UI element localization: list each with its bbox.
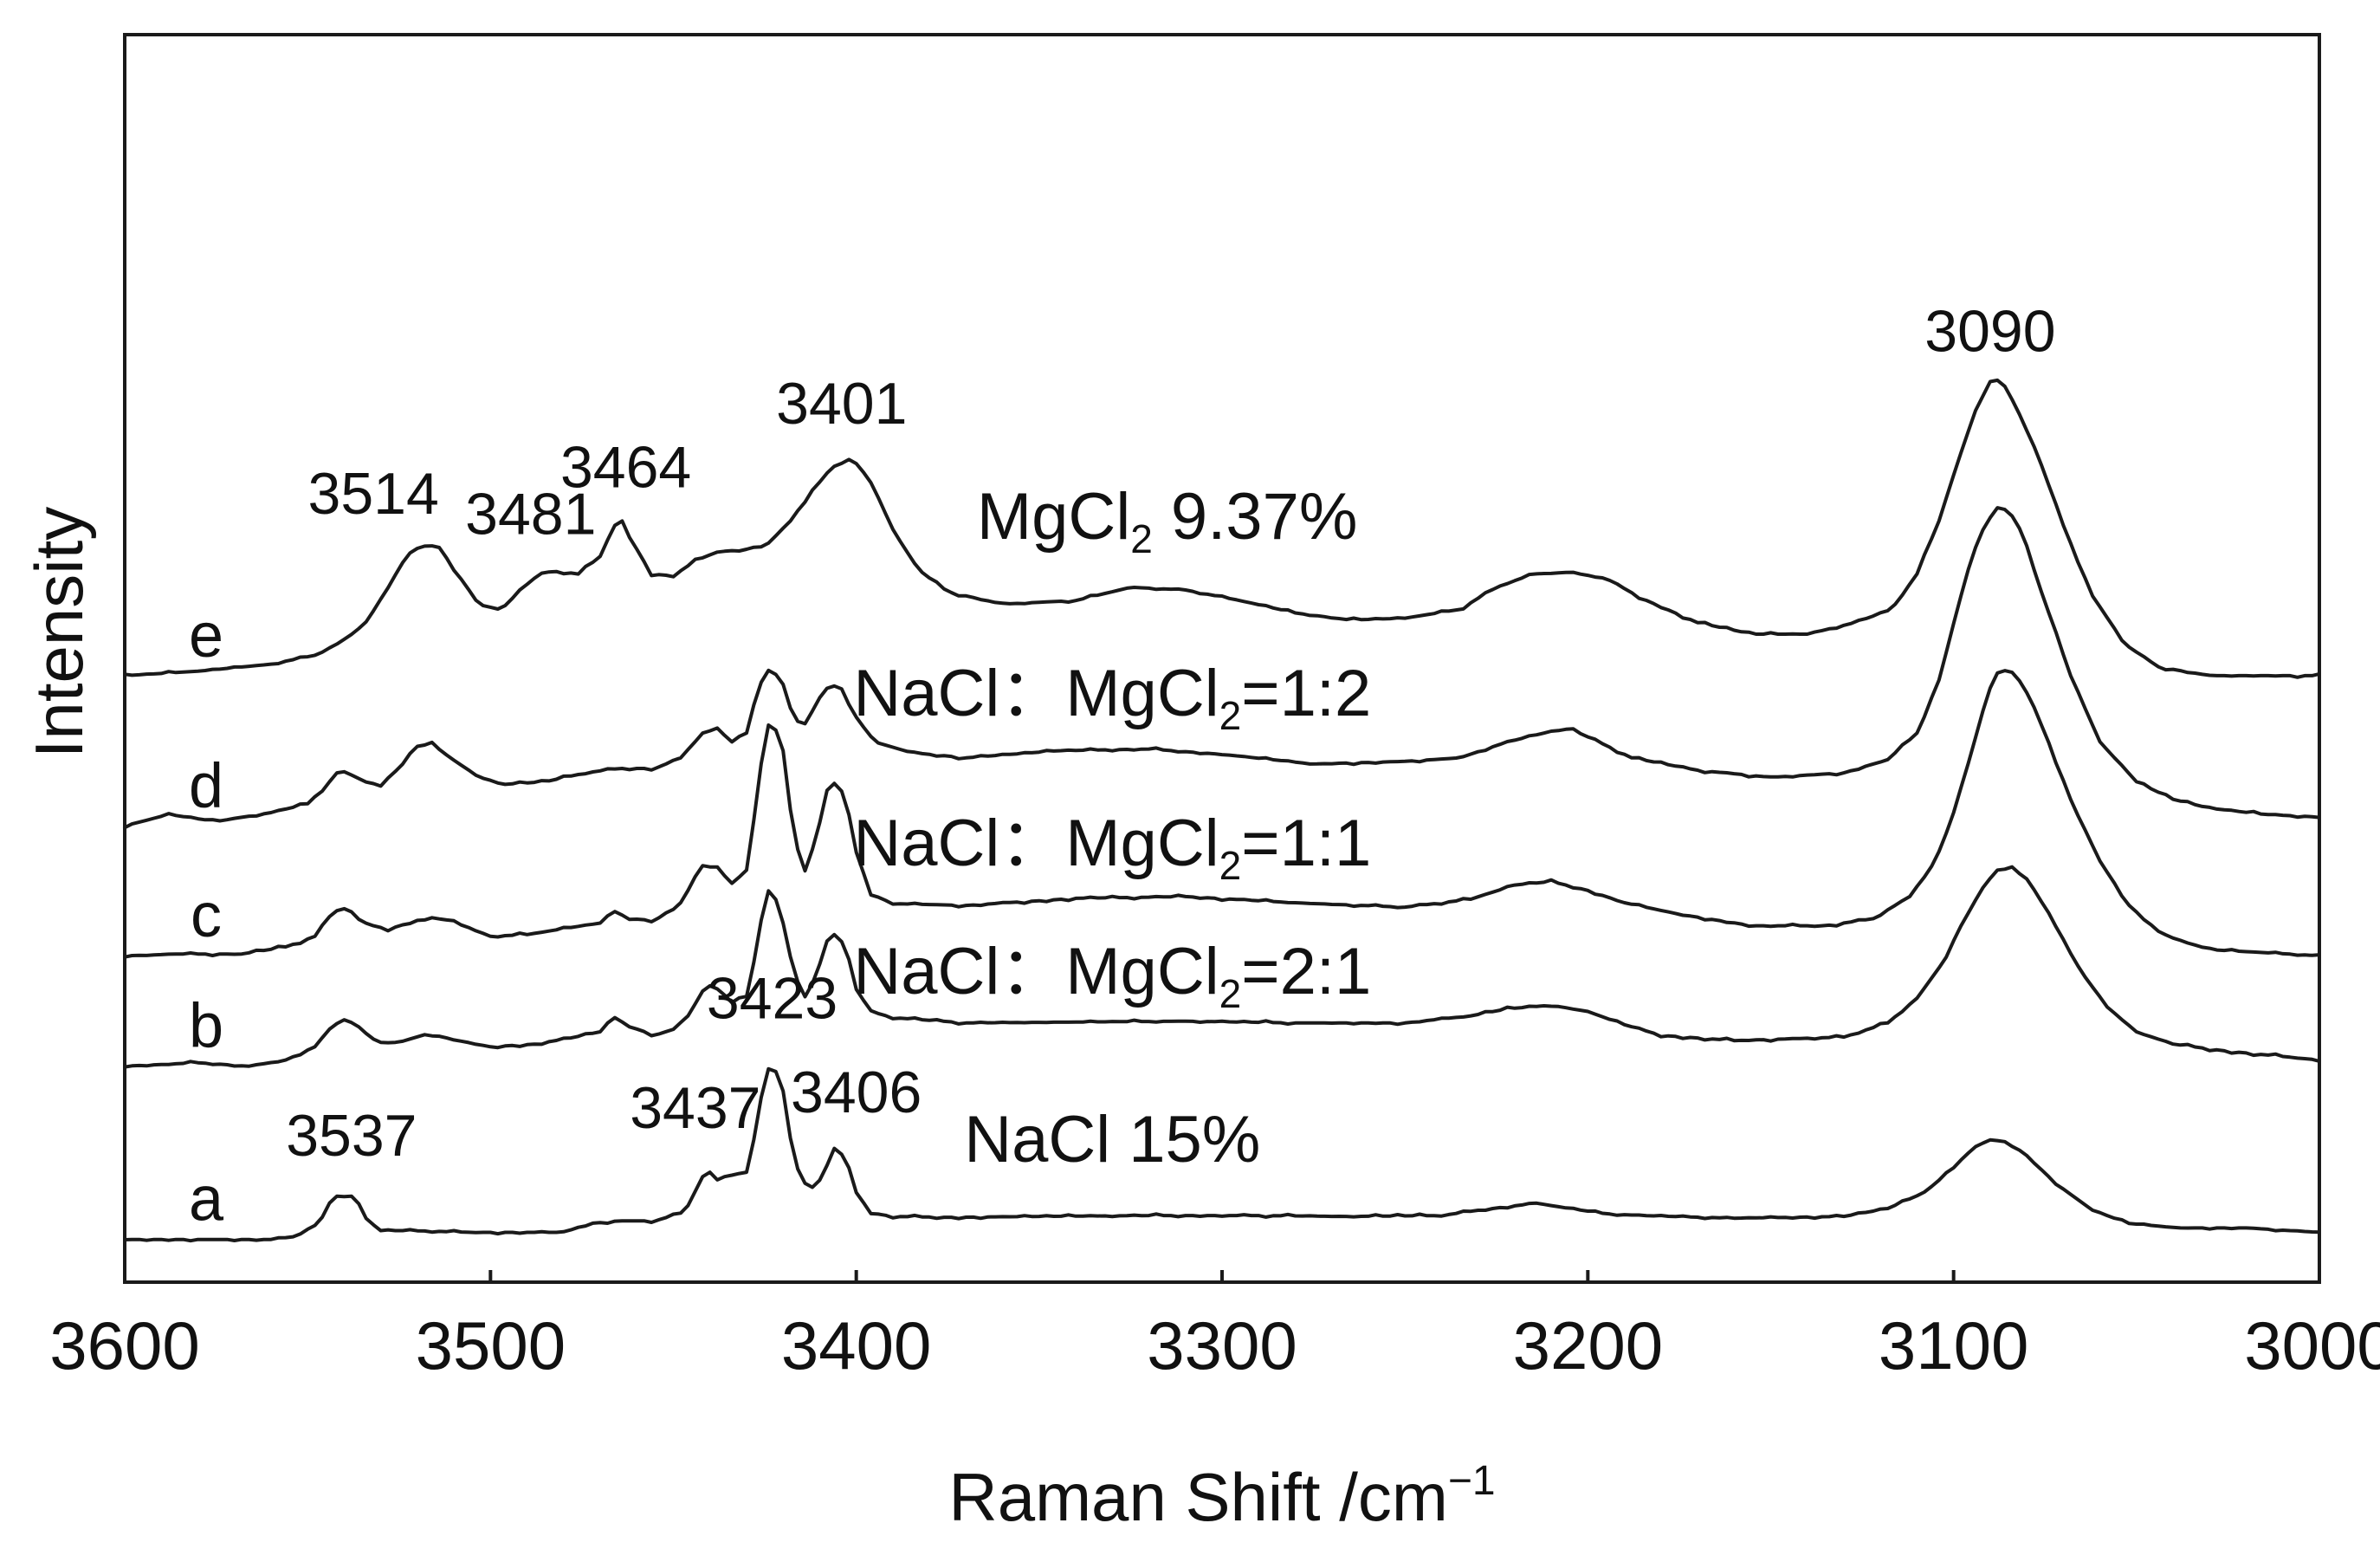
curve-letter-b: b bbox=[189, 992, 223, 1061]
trace-c bbox=[123, 669, 2321, 959]
series-label-part: NaCl：MgCl bbox=[853, 807, 1219, 880]
traces-group bbox=[123, 378, 2321, 1243]
x-tick-label-3100: 3100 bbox=[1879, 1307, 2029, 1384]
peak-label-3514: 3514 bbox=[308, 461, 439, 527]
series-label-part: =1:1 bbox=[1241, 807, 1371, 880]
peak-label-3406: 3406 bbox=[791, 1060, 922, 1125]
curve-letter-a: a bbox=[189, 1165, 224, 1235]
x-tick-label-3000: 3000 bbox=[2244, 1307, 2380, 1384]
x-tick-label-3300: 3300 bbox=[1147, 1307, 1297, 1384]
x-tick-label-3600: 3600 bbox=[49, 1307, 200, 1384]
series-label-part: MgCl bbox=[977, 480, 1130, 554]
series-label-b: NaCl：MgCl2=2:1 bbox=[853, 935, 1371, 1016]
series-label-part: 2 bbox=[1219, 693, 1242, 738]
peak-label-3423: 3423 bbox=[707, 966, 838, 1032]
peak-label-3464: 3464 bbox=[560, 435, 691, 501]
curve-letter-d: d bbox=[189, 751, 223, 820]
series-label-part: 2 bbox=[1130, 516, 1153, 561]
peak-label-3401: 3401 bbox=[776, 371, 907, 437]
trace-d bbox=[123, 506, 2321, 830]
series-label-part: =2:1 bbox=[1241, 935, 1371, 1008]
x-axis-title: Raman Shift /cm−1 bbox=[948, 1458, 1495, 1535]
x-tick-label-3500: 3500 bbox=[416, 1307, 566, 1384]
series-label-part: 2 bbox=[1219, 971, 1242, 1016]
series-label-a: NaCl 15% bbox=[964, 1103, 1260, 1176]
curve-letter-c: c bbox=[191, 881, 222, 950]
series-label-d: NaCl：MgCl2=1:2 bbox=[853, 657, 1371, 738]
peak-label-3537: 3537 bbox=[286, 1103, 417, 1169]
peak-label-3481: 3481 bbox=[465, 482, 596, 548]
x-axis: 3600 3500 3400 3300 3200 3100 3000 bbox=[49, 1270, 2380, 1384]
x-tick-label-3400: 3400 bbox=[781, 1307, 932, 1384]
series-label-part: 2 bbox=[1219, 843, 1242, 888]
series-label-part: 9.37% bbox=[1153, 480, 1358, 554]
series-label-e: MgCl2 9.37% bbox=[977, 480, 1358, 561]
trace-b bbox=[123, 865, 2321, 1069]
series-label-part: =1:2 bbox=[1241, 657, 1371, 730]
series-label-part: NaCl 15% bbox=[964, 1103, 1260, 1176]
series-label-c: NaCl：MgCl2=1:1 bbox=[853, 807, 1371, 888]
curve-letter-e: e bbox=[189, 601, 223, 671]
peak-label-3090: 3090 bbox=[1924, 299, 2055, 365]
series-label-part: NaCl：MgCl bbox=[853, 657, 1219, 730]
y-axis-title: Intensity bbox=[21, 507, 97, 758]
peak-label-3437: 3437 bbox=[630, 1075, 760, 1141]
trace-e bbox=[123, 378, 2321, 679]
x-axis-title-main: Raman Shift /cm bbox=[948, 1459, 1448, 1535]
trace-a bbox=[123, 1066, 2321, 1243]
x-axis-title-superscript: −1 bbox=[1448, 1458, 1496, 1504]
x-tick-label-3200: 3200 bbox=[1513, 1307, 1664, 1384]
series-label-part: NaCl：MgCl bbox=[853, 935, 1219, 1008]
